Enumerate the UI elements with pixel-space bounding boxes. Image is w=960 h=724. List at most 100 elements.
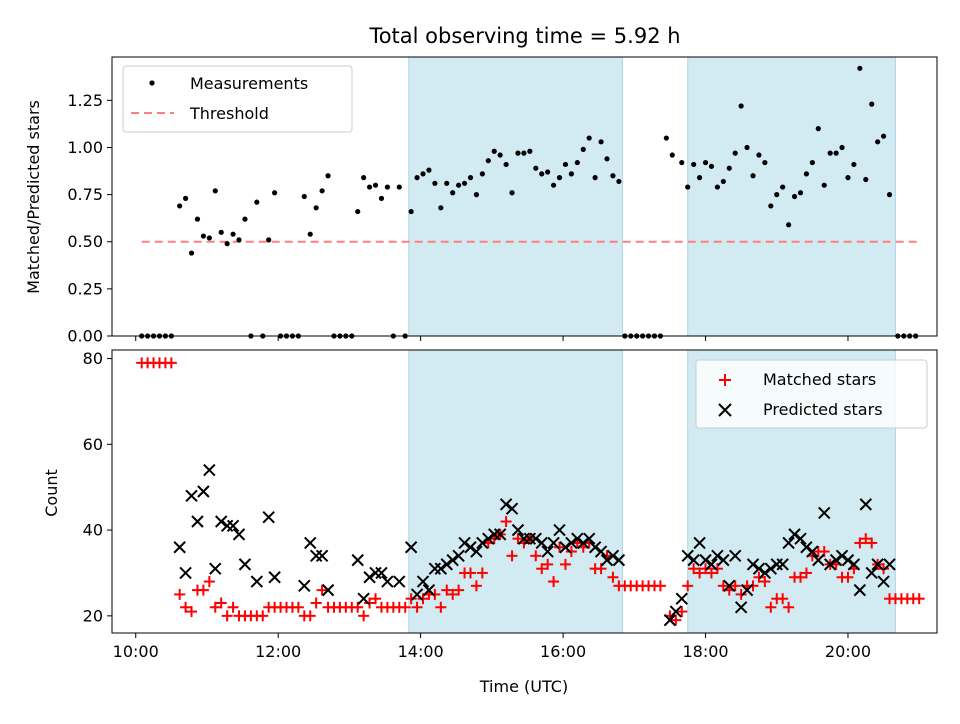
predicted-star-point xyxy=(835,549,849,563)
measurement-point xyxy=(491,148,497,154)
measurement-point xyxy=(432,180,438,186)
predicted-star-point xyxy=(464,541,477,554)
xtick-label: 14:00 xyxy=(398,642,444,661)
matched-star-point xyxy=(688,563,700,575)
matched-star-point xyxy=(429,588,441,600)
measurement-point xyxy=(503,161,509,168)
xtick-label: 10:00 xyxy=(113,642,159,661)
predicted-star-point xyxy=(215,515,228,528)
predicted-star-point xyxy=(505,502,519,515)
matched-star-point xyxy=(370,593,382,605)
measurement-point xyxy=(194,216,201,222)
measurement-point xyxy=(863,176,869,183)
measurement-point xyxy=(845,175,851,181)
matched-star-point xyxy=(700,563,712,575)
predicted-star-point xyxy=(565,536,578,550)
measurement-point xyxy=(691,161,697,168)
measurement-point xyxy=(663,135,669,141)
bottom-ytick-label: 20 xyxy=(83,606,103,625)
legend-measurements-marker xyxy=(149,80,155,86)
matched-star-point xyxy=(878,563,890,575)
predicted-star-point xyxy=(877,575,890,588)
measurement-point xyxy=(200,233,207,239)
predicted-star-point xyxy=(606,549,620,563)
matched-star-point xyxy=(186,606,198,618)
measurement-point xyxy=(762,159,768,166)
top-ytick-label: 0.75 xyxy=(67,185,103,204)
matched-star-point xyxy=(783,601,795,613)
matched-star-point xyxy=(364,597,376,609)
measurement-point xyxy=(791,193,798,200)
measurement-point xyxy=(444,180,450,186)
measurement-point xyxy=(598,139,604,145)
predicted-star-point xyxy=(304,536,317,550)
matched-star-point xyxy=(257,610,269,622)
measurement-point xyxy=(809,159,815,166)
predicted-star-point xyxy=(740,583,754,597)
measurement-point xyxy=(586,135,592,141)
predicted-star-point xyxy=(458,536,471,550)
xtick-label: 18:00 xyxy=(682,642,728,661)
measurement-point xyxy=(545,169,551,175)
matched-star-point xyxy=(203,576,215,588)
measurement-point xyxy=(479,171,485,177)
predicted-star-point xyxy=(209,562,222,575)
predicted-star-point xyxy=(818,506,831,520)
legend-predicted-label: Predicted stars xyxy=(763,400,883,419)
measurement-point xyxy=(574,159,580,166)
measurement-point xyxy=(732,150,738,156)
predicted-star-point xyxy=(197,485,210,498)
matched-star-point xyxy=(500,516,512,528)
measurement-point xyxy=(539,171,545,177)
measurement-point xyxy=(768,203,774,209)
xtick-label: 20:00 xyxy=(825,642,871,661)
matched-star-point xyxy=(512,533,524,545)
matched-star-point xyxy=(316,584,328,596)
matched-star-point xyxy=(765,601,777,613)
measurement-point xyxy=(562,161,569,168)
predicted-star-point xyxy=(600,553,614,567)
predicted-star-point xyxy=(829,553,843,567)
matched-star-point xyxy=(476,567,488,579)
matched-star-point xyxy=(753,571,765,583)
predicted-star-point xyxy=(363,571,376,584)
matched-star-point xyxy=(607,571,619,583)
predicted-star-point xyxy=(298,579,311,593)
matched-star-point xyxy=(542,558,554,570)
measurement-point xyxy=(177,203,183,209)
bottom-ytick-label: 80 xyxy=(83,349,103,368)
predicted-star-point xyxy=(782,536,795,550)
matched-star-point xyxy=(670,614,682,626)
matched-star-point xyxy=(470,580,482,592)
matched-star-point xyxy=(358,610,370,622)
matched-star-point xyxy=(554,541,566,553)
predicted-star-point xyxy=(416,575,430,588)
predicted-star-point xyxy=(482,532,495,545)
predicted-star-point xyxy=(758,566,772,580)
measurement-point xyxy=(236,237,242,243)
matched-star-point xyxy=(197,584,209,596)
bottom-ylabel: Count xyxy=(42,469,61,517)
predicted-star-point xyxy=(800,541,813,554)
matched-star-point xyxy=(215,597,227,609)
predicted-star-point xyxy=(675,592,688,605)
measurement-point xyxy=(521,150,527,156)
predicted-star-point xyxy=(841,553,855,567)
bottom-xlabel: Time (UTC) xyxy=(479,677,568,696)
predicted-star-point xyxy=(375,566,388,580)
measurement-point xyxy=(780,184,786,190)
measurement-point xyxy=(206,235,212,241)
predicted-star-point xyxy=(588,541,602,554)
xtick-label: 16:00 xyxy=(540,642,586,661)
measurement-point xyxy=(720,178,726,185)
predicted-star-point xyxy=(663,613,677,627)
matched-star-point xyxy=(735,588,747,600)
matched-star-point xyxy=(411,601,423,613)
predicted-star-point xyxy=(446,553,459,567)
matched-star-point xyxy=(565,546,577,558)
predicted-star-point xyxy=(179,566,192,580)
top-legend: Measurements Threshold xyxy=(122,65,353,133)
legend-predicted-marker xyxy=(718,403,732,417)
measurement-point xyxy=(408,208,414,215)
matched-star-point xyxy=(453,584,465,596)
